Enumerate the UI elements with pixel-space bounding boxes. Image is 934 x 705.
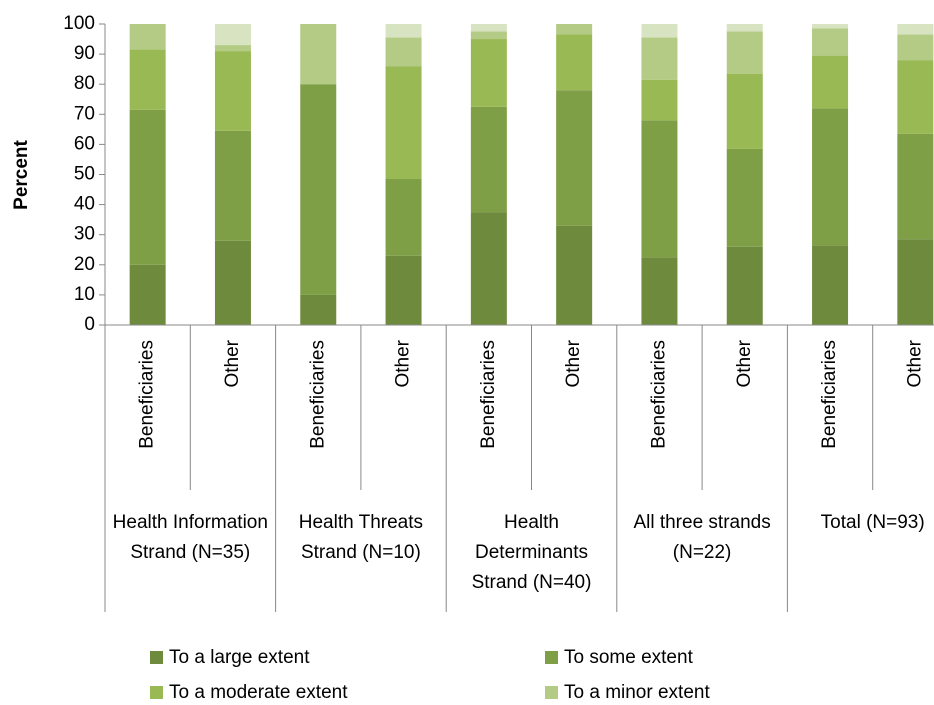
bar-segment — [214, 51, 251, 131]
legend-label: To a moderate extent — [169, 682, 348, 703]
y-tick-label: 80 — [74, 73, 95, 94]
legend-label: To a minor extent — [564, 682, 710, 703]
legend-label: To some extent — [564, 647, 694, 668]
y-tick-label: 10 — [74, 284, 95, 305]
bar-segment — [129, 49, 166, 110]
bar-segment — [641, 37, 678, 80]
bar-segment — [214, 130, 251, 241]
bar-segment — [556, 34, 593, 91]
bar-segment — [470, 39, 507, 107]
bar-segment — [214, 45, 251, 52]
bar-segment — [812, 24, 849, 29]
bar-segment — [300, 294, 337, 325]
group-label: Health Threats Strand (N=10) — [298, 512, 424, 563]
bar-segment — [385, 66, 422, 180]
bar-segment — [641, 257, 678, 325]
y-tick-label: 30 — [74, 224, 95, 245]
y-axis-label: Percent — [11, 139, 32, 209]
y-tick-label: 20 — [74, 254, 95, 275]
bar-segment — [470, 24, 507, 32]
bar-segment — [726, 31, 763, 74]
bar-segment — [470, 212, 507, 325]
legend-label: To a large extent — [169, 647, 310, 668]
x-tick-label: Other — [734, 339, 755, 387]
bar-segment — [470, 31, 507, 40]
group-label: Total (N=93) — [820, 512, 925, 533]
bar-segment — [812, 28, 849, 56]
x-tick-label: Beneficiaries — [478, 340, 499, 449]
bar-segment — [214, 24, 251, 46]
y-tick-label: 40 — [74, 194, 95, 215]
y-tick-label: 60 — [74, 133, 95, 154]
bar-segment — [556, 24, 593, 35]
x-tick-label: Beneficiaries — [307, 340, 328, 449]
legend-swatch — [545, 651, 558, 664]
legend-swatch — [150, 686, 163, 699]
bar-segment — [641, 79, 678, 121]
bar-segment — [726, 73, 763, 149]
bar-segment — [812, 245, 849, 325]
x-tick-label: Other — [222, 339, 243, 387]
y-tick-label: 70 — [74, 103, 95, 124]
group-label: Health Determinants Strand (N=40) — [471, 512, 592, 593]
bar-segment — [385, 179, 422, 256]
bar-segment — [726, 24, 763, 32]
bar-segment — [129, 24, 166, 50]
bar-segment — [897, 133, 934, 240]
group-label: All three strands (N=22) — [633, 512, 771, 563]
bar-segment — [641, 24, 678, 38]
bar-segment — [641, 120, 678, 258]
y-tick-label: 100 — [63, 13, 95, 34]
bar-segment — [897, 60, 934, 134]
y-tick-label: 50 — [74, 164, 95, 185]
legend-swatch — [150, 651, 163, 664]
bar-segment — [129, 264, 166, 325]
legend-swatch — [545, 686, 558, 699]
bar-segment — [129, 109, 166, 265]
bar-segment — [470, 106, 507, 213]
group-label: Health Information Strand (N=35) — [112, 512, 268, 563]
bar-segment — [812, 108, 849, 246]
bar-segment — [726, 148, 763, 247]
bar-segment — [385, 37, 422, 67]
y-tick-label: 0 — [84, 314, 95, 335]
bar-segment — [556, 225, 593, 325]
bar-segment — [385, 24, 422, 38]
bar-segment — [897, 239, 934, 325]
bar-segment — [214, 240, 251, 325]
x-tick-label: Other — [393, 339, 414, 387]
x-tick-label: Other — [563, 339, 584, 387]
bar-segment — [556, 90, 593, 226]
x-tick-label: Beneficiaries — [819, 340, 840, 449]
x-tick-label: Other — [904, 339, 925, 387]
y-tick-label: 90 — [74, 43, 95, 64]
bar-segment — [300, 24, 337, 85]
x-tick-label: Beneficiaries — [648, 340, 669, 449]
bar-segment — [897, 34, 934, 61]
bar-segment — [897, 24, 934, 35]
bar-segment — [726, 246, 763, 325]
bar-segment — [812, 55, 849, 109]
bar-segment — [385, 255, 422, 325]
bar-segment — [300, 84, 337, 295]
x-tick-label: Beneficiaries — [137, 340, 158, 449]
